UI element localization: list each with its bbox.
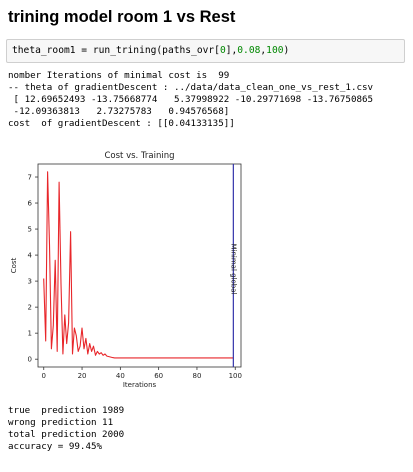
x-tick-label: 80 (192, 372, 201, 380)
y-tick-label: 2 (28, 304, 32, 312)
cost-series-line (43, 171, 234, 359)
code-arg-iterations: 100 (266, 45, 284, 56)
code-text: ], (225, 45, 238, 56)
minimal-global-label: Minimal global (229, 244, 237, 295)
y-axis-label: Cost (10, 257, 18, 273)
output-wrong-prediction: wrong prediction 11 (8, 417, 114, 428)
y-tick-label: 7 (28, 174, 32, 182)
section-heading: trining model room 1 vs Rest (8, 8, 236, 26)
x-tick-label: 100 (229, 372, 242, 380)
x-tick-label: 0 (42, 372, 46, 380)
y-tick-label: 6 (28, 200, 33, 208)
y-tick-label: 4 (28, 252, 33, 260)
output-accuracy: accuracy = 99.45% (8, 441, 103, 452)
code-input-cell[interactable]: theta_room1 = run_trining(paths_ovr[0],0… (6, 39, 405, 63)
y-tick-label: 1 (28, 330, 32, 338)
y-tick-label: 3 (28, 278, 32, 286)
chart-title: Cost vs. Training (104, 151, 174, 161)
output-iterations-line: nomber Iterations of minimal cost is 99 (8, 70, 230, 81)
y-tick-label: 0 (28, 356, 32, 364)
code-text: theta_room1 = run_trining(paths_ovr[ (12, 45, 220, 56)
cost-vs-training-chart: Cost vs. Training 0 20 40 60 80 100 0 1 2 3 4 5 6 7 Ite… (10, 151, 242, 389)
code-text: ) (283, 45, 290, 56)
x-tick-label: 60 (154, 372, 163, 380)
code-text: , (260, 45, 267, 56)
y-tick-label: 5 (28, 226, 32, 234)
x-tick-label: 40 (116, 372, 125, 380)
output-theta-values-1: [ 12.69652493 -13.75668774 5.37998922 -1… (8, 94, 374, 105)
output-theta-values-2: -12.09363813 2.73275783 0.94576568] (8, 106, 230, 117)
output-true-prediction: true prediction 1989 (8, 405, 125, 416)
plot-frame (37, 163, 242, 368)
x-tick-label: 20 (78, 372, 87, 380)
output-cost-line: cost of gradientDescent : [[0.04133135]] (8, 118, 235, 129)
code-arg-index: 0 (219, 45, 226, 56)
x-axis-label: Iterations (123, 381, 157, 389)
output-total-prediction: total prediction 2000 (8, 429, 125, 440)
code-arg-rate: 0.08 (237, 45, 261, 56)
output-theta-header: -- theta of gradientDescent : ../data/da… (8, 82, 374, 93)
